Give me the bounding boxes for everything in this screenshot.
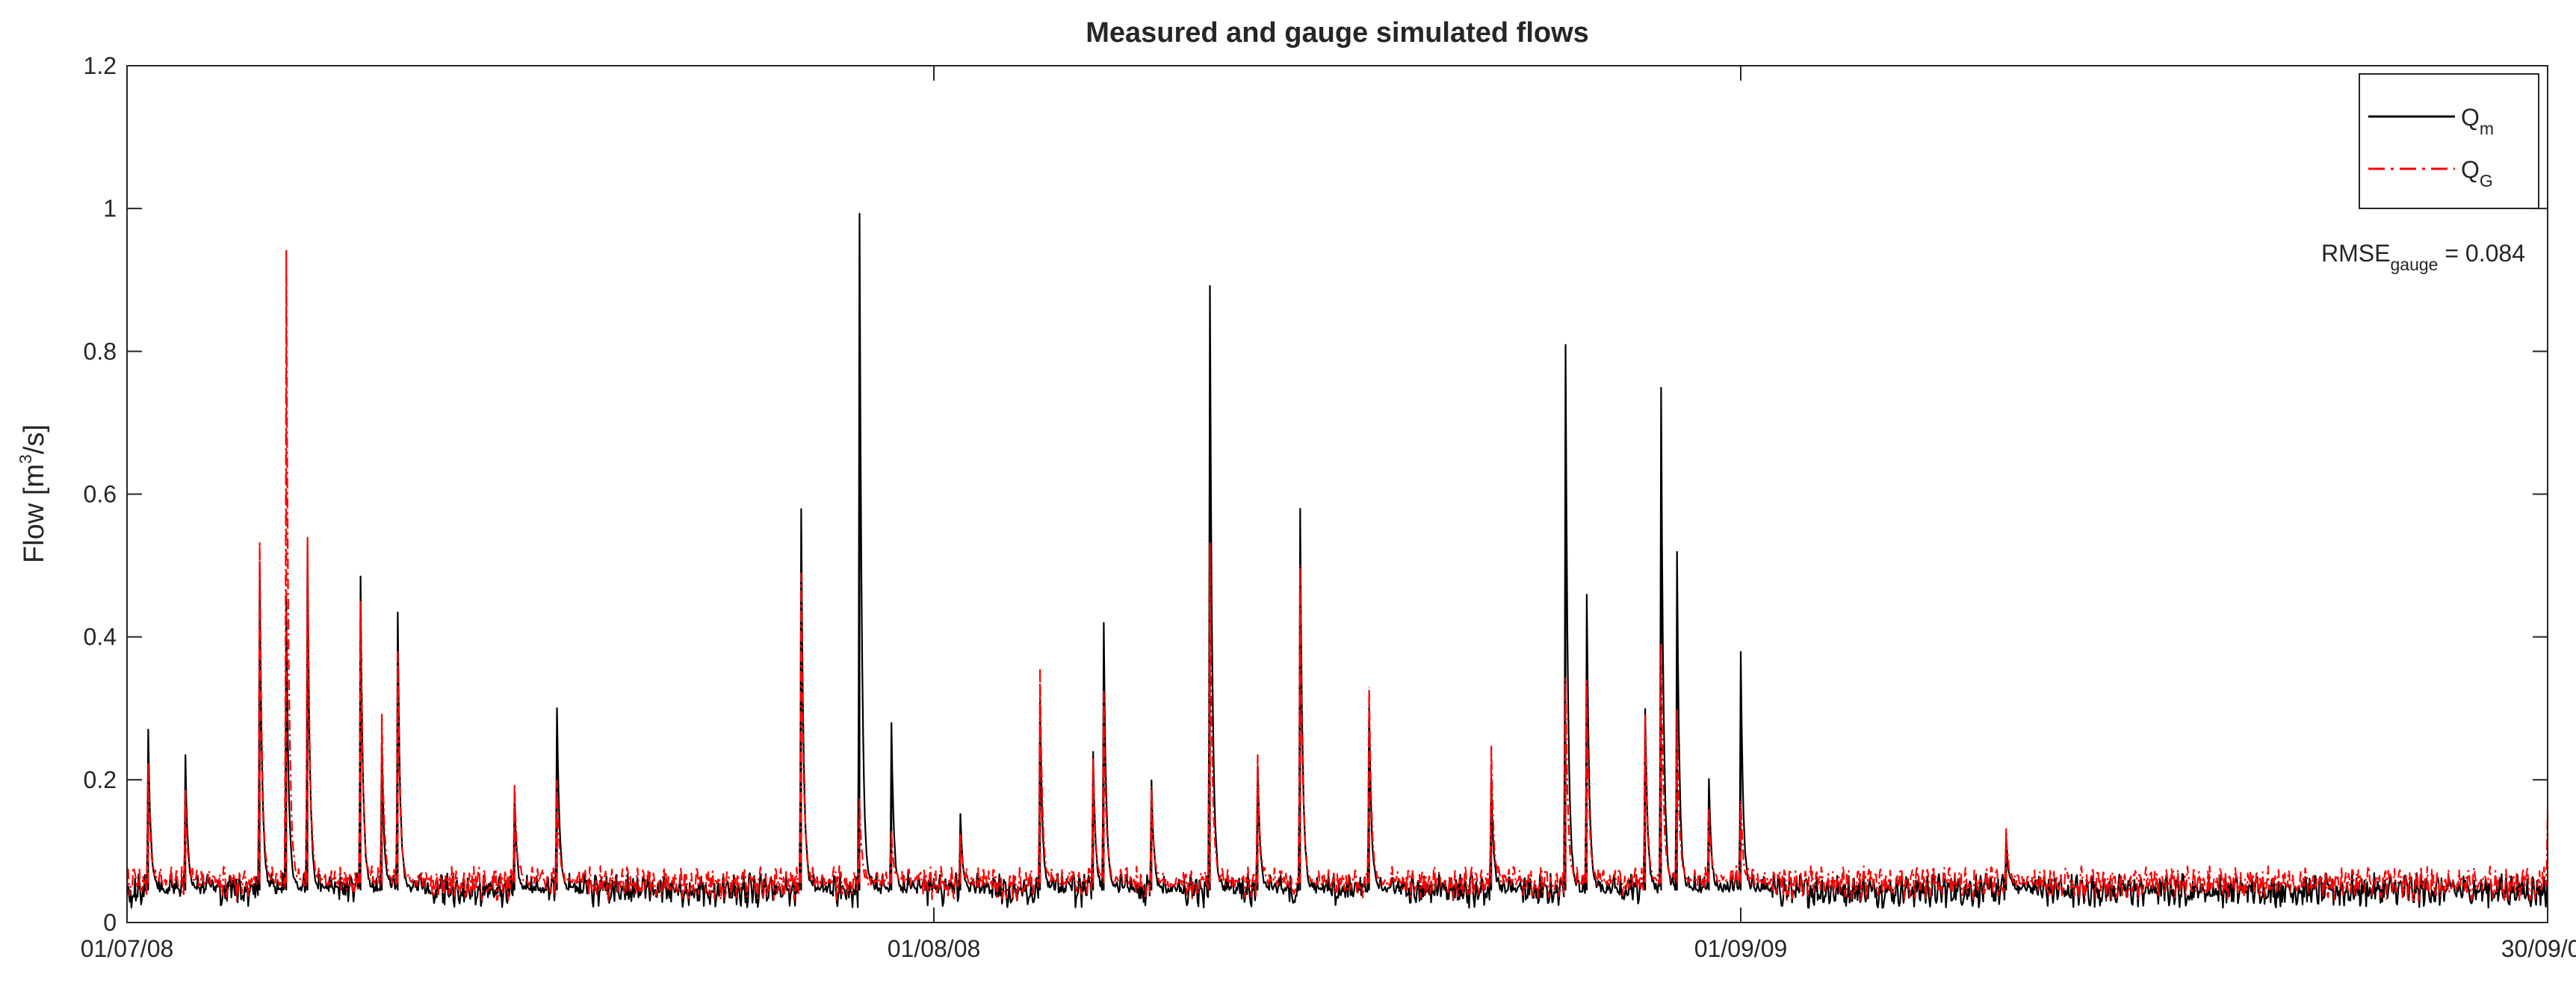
y-tick-label: 0.6 [84, 481, 117, 508]
y-tick-label: 0.8 [84, 338, 117, 365]
x-tick-label: 01/09/09 [1694, 935, 1788, 962]
legend-label-qg: QG [2461, 156, 2493, 190]
y-tick-label: 1.2 [84, 52, 117, 79]
plot-background [127, 66, 2548, 923]
legend-label-qm: Qm [2461, 104, 2494, 138]
chart-title: Measured and gauge simulated flows [1086, 17, 1589, 49]
series-layer [126, 212, 2549, 909]
axis-layer: 0 0.2 0.4 0.6 0.8 1 1.2 01/07/08 01/08/08 01/09/0… [81, 52, 2576, 962]
legend: Qm QG [2359, 73, 2539, 209]
x-tick-label: 01/08/08 [888, 935, 981, 962]
y-tick-label: 0.2 [84, 766, 117, 793]
x-tick-label: 30/09/09 [2501, 935, 2576, 962]
series-line-qg [126, 248, 2549, 902]
y-tick-label: 0 [103, 909, 117, 936]
x-tick-label: 01/07/08 [81, 935, 174, 962]
rmse-annotation: RMSEgauge = 0.084 [2321, 240, 2525, 274]
y-tick-label: 1 [103, 195, 117, 222]
y-axis-label: Flow [m3/s] [16, 424, 50, 563]
y-tick-label: 0.4 [84, 624, 117, 651]
legend-box [2359, 73, 2539, 209]
